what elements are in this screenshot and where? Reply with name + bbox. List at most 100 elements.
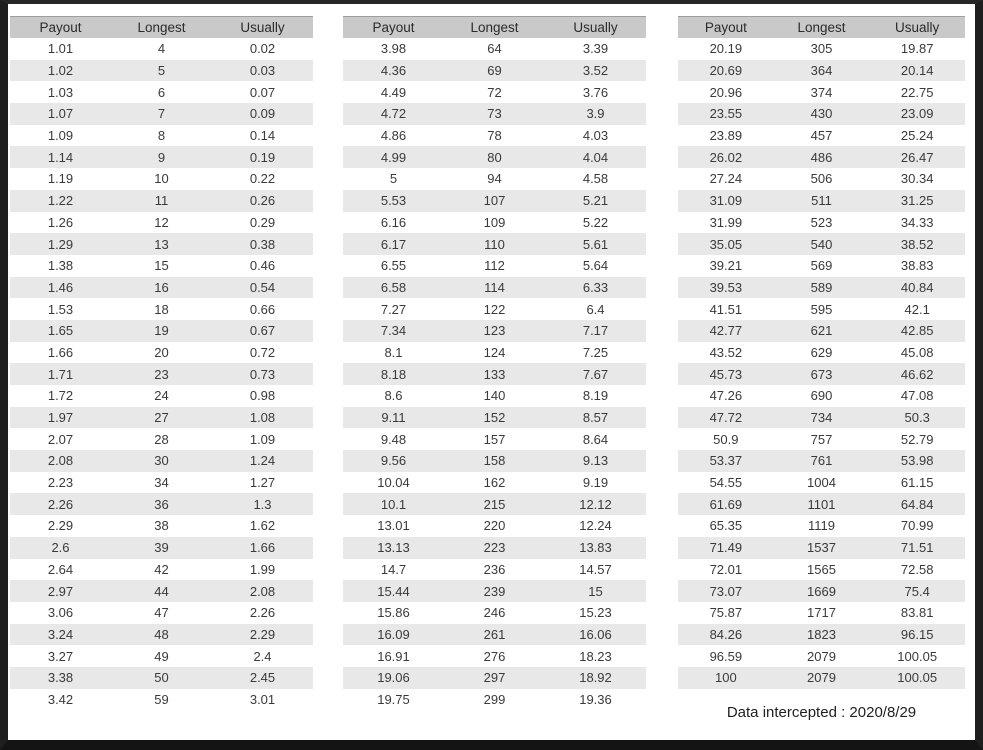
cell: 1.29 — [47, 236, 74, 252]
cell: 1101 — [807, 496, 836, 512]
cell: 31.09 — [709, 193, 743, 209]
cell: 100 — [714, 670, 737, 686]
cell: 0.22 — [249, 171, 276, 187]
cell: 13.83 — [579, 540, 612, 556]
cell: 18.23 — [579, 648, 612, 664]
cell: 25.24 — [900, 128, 934, 144]
cell: 589 — [810, 279, 833, 295]
cell: 7.25 — [582, 344, 609, 360]
table-row: 47.72 734 50.3 — [678, 406, 965, 429]
table-row: 4.36 69 3.52 — [343, 59, 646, 82]
cell: 0.46 — [249, 258, 276, 274]
table-row: 2.64 42 1.99 — [10, 558, 313, 581]
column-header: Usually — [895, 20, 940, 35]
cell: 1.08 — [249, 410, 276, 426]
cell: 0.03 — [249, 63, 276, 79]
cell: 23.55 — [709, 106, 743, 122]
cell: 1.01 — [47, 41, 74, 57]
cell: 71.51 — [900, 540, 934, 556]
table-row: 1.19 10 0.22 — [10, 168, 313, 190]
cell: 15 — [154, 258, 169, 274]
table-row: 1.71 23 0.73 — [10, 363, 313, 385]
cell: 26.02 — [709, 149, 743, 165]
cell: 1.97 — [47, 410, 74, 426]
cell: 152 — [483, 410, 506, 426]
cell: 1.72 — [47, 388, 74, 404]
cell: 73.07 — [709, 583, 743, 599]
cell: 6.16 — [380, 214, 407, 230]
cell: 236 — [483, 561, 506, 577]
cell: 3.9 — [586, 106, 605, 122]
cell: 621 — [810, 323, 833, 339]
cell: 2.08 — [47, 453, 74, 469]
cell: 673 — [810, 366, 833, 382]
cell: 18 — [154, 301, 169, 317]
cell: 42 — [154, 561, 169, 577]
cell: 10 — [154, 171, 169, 187]
cell: 629 — [810, 344, 833, 360]
table-row: 4.49 72 3.76 — [343, 81, 646, 104]
table-row: 1.97 27 1.08 — [10, 406, 313, 429]
cell: 239 — [483, 583, 506, 599]
cell: 1.99 — [249, 561, 276, 577]
cell: 2.08 — [249, 583, 276, 599]
cell: 506 — [810, 171, 833, 187]
cell: 16.91 — [377, 648, 410, 664]
cell: 133 — [483, 366, 506, 382]
cell: 0.54 — [249, 279, 276, 295]
cell: 1.65 — [47, 323, 74, 339]
table-row: 75.87 1717 83.81 — [678, 601, 965, 624]
cell: 276 — [483, 648, 506, 664]
table-row: 8.18 133 7.67 — [343, 363, 646, 385]
cell: 13.01 — [377, 518, 410, 534]
cell: 13.13 — [377, 540, 410, 556]
cell: 4 — [157, 41, 166, 57]
cell: 2.23 — [47, 475, 74, 491]
cell: 47 — [154, 605, 169, 621]
cell: 84.26 — [709, 626, 743, 642]
table-row: 2.29 38 1.62 — [10, 515, 313, 537]
cell: 2.4 — [253, 648, 272, 664]
cell: 5.53 — [380, 193, 407, 209]
cell: 4.36 — [380, 63, 407, 79]
table-row: 39.21 569 38.83 — [678, 254, 965, 277]
cell: 114 — [484, 279, 505, 295]
table-row: 19.06 297 18.92 — [343, 666, 646, 689]
cell: 1119 — [808, 518, 835, 534]
table-row: 1.02 5 0.03 — [10, 59, 313, 82]
cell: 43.52 — [709, 344, 743, 360]
cell: 4.72 — [380, 106, 407, 122]
cell: 1717 — [807, 605, 836, 621]
cell: 26.47 — [900, 149, 934, 165]
table-row: 7.34 123 7.17 — [343, 319, 646, 342]
table-row: 9.11 152 8.57 — [343, 406, 646, 429]
cell: 1.53 — [47, 301, 74, 317]
cell: 50.3 — [904, 410, 930, 426]
cell: 5.61 — [582, 236, 609, 252]
cell: 3.76 — [582, 84, 609, 100]
cell: 6 — [157, 84, 166, 100]
cell: 20.96 — [709, 84, 743, 100]
cell: 1.71 — [47, 366, 74, 382]
cell: 20.19 — [709, 41, 743, 57]
column-header: Payout — [39, 20, 82, 35]
cell: 1.14 — [47, 149, 74, 165]
cell: 0.02 — [249, 41, 276, 57]
cell: 8.57 — [582, 410, 609, 426]
table-row: 31.99 523 34.33 — [678, 211, 965, 234]
cell: 72.58 — [900, 561, 934, 577]
cell: 0.07 — [249, 84, 276, 100]
cell: 45.73 — [709, 366, 743, 382]
column-header: Longest — [137, 20, 186, 35]
table-row: 3.27 49 2.4 — [10, 645, 313, 667]
cell: 23 — [154, 366, 169, 382]
cell: 1537 — [807, 540, 836, 556]
cell: 27.24 — [709, 171, 743, 187]
cell: 486 — [810, 149, 833, 165]
cell: 4.99 — [380, 149, 407, 165]
cell: 1.07 — [47, 106, 74, 122]
table-row: 10.04 162 9.19 — [343, 471, 646, 494]
cell: 4.49 — [380, 84, 407, 100]
table-row: 1.66 20 0.72 — [10, 341, 313, 364]
cell: 757 — [810, 431, 833, 447]
